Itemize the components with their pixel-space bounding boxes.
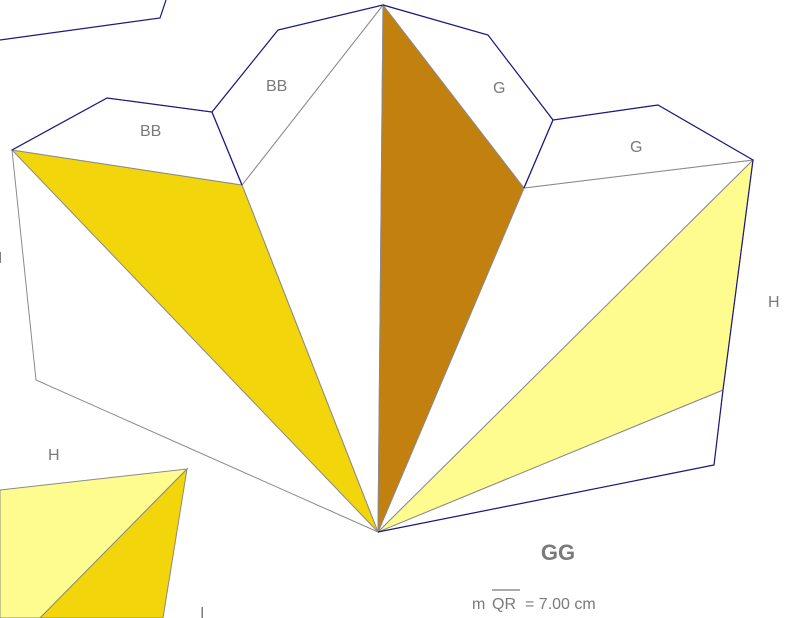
label-g-left: G — [493, 80, 505, 97]
label-h-bottom: H — [48, 447, 60, 464]
measurement-value: = 7.00 cm — [525, 596, 596, 613]
measurement-prefix: m — [472, 596, 485, 613]
bottom-left-dark-face — [39, 467, 188, 618]
label-i-bottom: I — [200, 605, 204, 618]
label-h-right: H — [768, 294, 780, 311]
top-left-partial-flap — [0, 0, 167, 41]
net-title: GG — [541, 540, 575, 565]
right-outline — [377, 159, 754, 533]
label-bb-right: BB — [266, 78, 287, 95]
label-i-left: I — [0, 250, 2, 267]
measurement-segment: QR — [492, 596, 516, 613]
bottom-left-light-face — [0, 468, 189, 618]
label-g-right: G — [630, 139, 642, 156]
label-bb-left: BB — [140, 123, 161, 140]
